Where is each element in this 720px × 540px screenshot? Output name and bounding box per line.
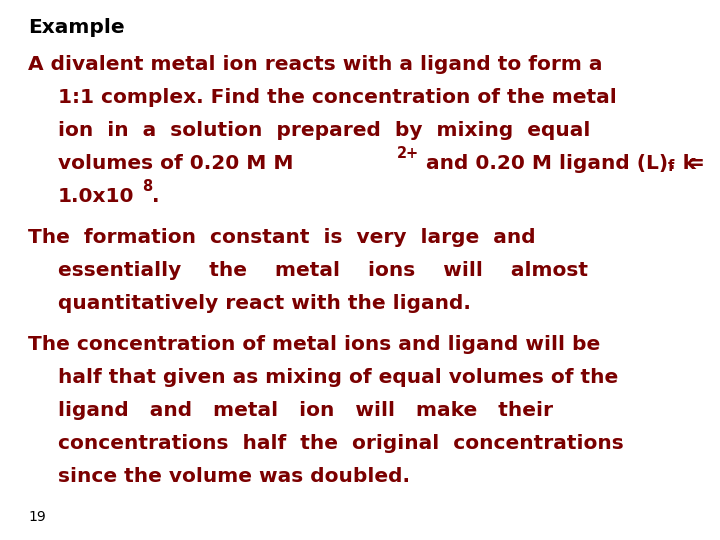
Text: The  formation  constant  is  very  large  and: The formation constant is very large and — [28, 228, 536, 247]
Text: concentrations  half  the  original  concentrations: concentrations half the original concent… — [58, 434, 624, 453]
Text: Example: Example — [28, 18, 125, 37]
Text: ion  in  a  solution  prepared  by  mixing  equal: ion in a solution prepared by mixing equ… — [58, 121, 590, 140]
Text: =: = — [681, 154, 705, 173]
Text: essentially    the    metal    ions    will    almost: essentially the metal ions will almost — [58, 261, 588, 280]
Text: 8: 8 — [142, 179, 152, 194]
Text: half that given as mixing of equal volumes of the: half that given as mixing of equal volum… — [58, 368, 618, 387]
Text: The concentration of metal ions and ligand will be: The concentration of metal ions and liga… — [28, 335, 600, 354]
Text: 2+: 2+ — [397, 146, 419, 161]
Text: quantitatively react with the ligand.: quantitatively react with the ligand. — [58, 294, 471, 313]
Text: 1:1 complex. Find the concentration of the metal: 1:1 complex. Find the concentration of t… — [58, 88, 617, 107]
Text: A divalent metal ion reacts with a ligand to form a: A divalent metal ion reacts with a ligan… — [28, 55, 603, 74]
Text: 1.0x10: 1.0x10 — [58, 187, 135, 206]
Text: ligand   and   metal   ion   will   make   their: ligand and metal ion will make their — [58, 401, 553, 420]
Text: .: . — [152, 187, 160, 206]
Text: since the volume was doubled.: since the volume was doubled. — [58, 467, 410, 486]
Text: and 0.20 M ligand (L). k: and 0.20 M ligand (L). k — [419, 154, 696, 173]
Text: f: f — [668, 159, 675, 174]
Text: volumes of 0.20 M M: volumes of 0.20 M M — [58, 154, 294, 173]
Text: 19: 19 — [28, 510, 46, 524]
